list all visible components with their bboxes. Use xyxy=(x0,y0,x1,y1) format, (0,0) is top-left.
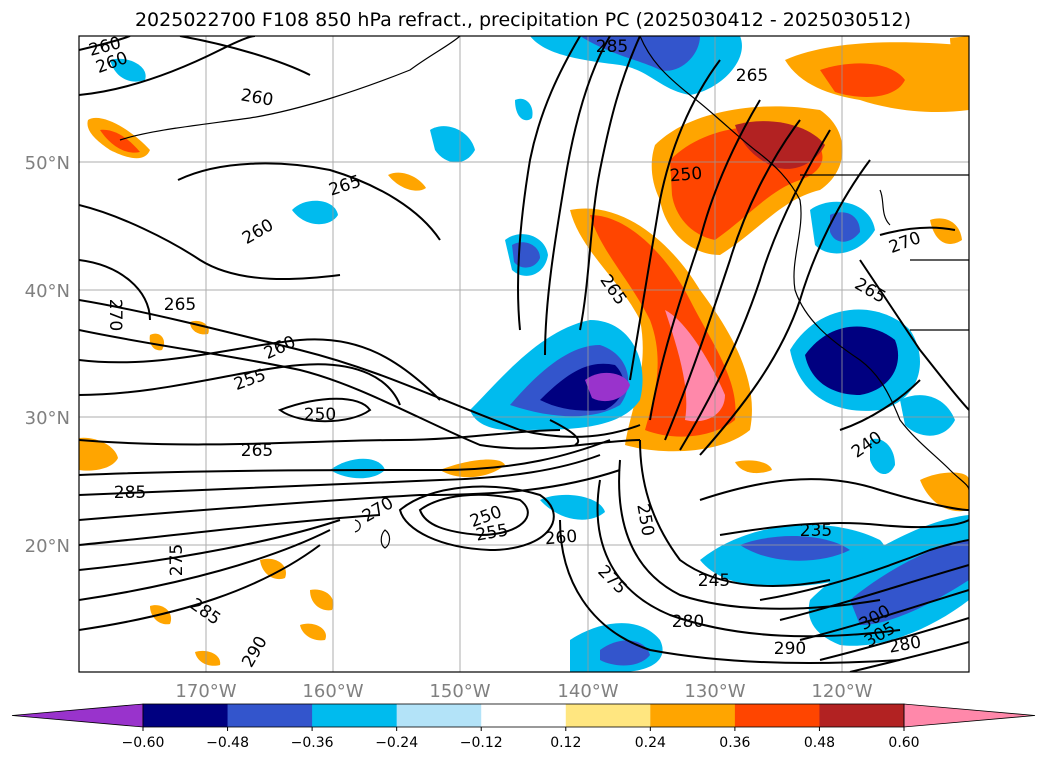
lon-label-140w: 140°W xyxy=(557,681,618,702)
positive-anomaly-max xyxy=(665,310,725,422)
colorbar-tick-label: 0.60 xyxy=(888,735,919,751)
lat-label-40n: 40°N xyxy=(25,281,70,302)
south-negative-1-core xyxy=(740,535,850,561)
colorbar-tick-label: −0.24 xyxy=(375,735,418,751)
colorbar-segment xyxy=(481,704,567,727)
contour-label: 265 xyxy=(241,441,273,461)
contour-label-text: 250 xyxy=(304,405,336,425)
contour-label: 265 xyxy=(736,66,768,86)
colorbar-tick-label: −0.60 xyxy=(122,735,165,751)
contour-label: 260 xyxy=(544,527,578,550)
contour-label-text: 235 xyxy=(800,521,832,541)
contour-label: 235 xyxy=(800,521,832,541)
coastlines xyxy=(119,36,969,549)
colorbar-tick-label: 0.24 xyxy=(635,735,666,751)
bc-anomaly-max xyxy=(735,121,825,169)
colorbar-segment xyxy=(143,704,229,727)
longitude-labels: 170°W 160°W 150°W 140°W 130°W 120°W xyxy=(175,681,872,702)
contour-label: 285 xyxy=(114,483,146,503)
contour-label-text: 250 xyxy=(669,164,703,187)
contour-label: 250 xyxy=(304,405,336,425)
lon-label-120w: 120°W xyxy=(811,681,872,702)
contour-label-text: 270 xyxy=(105,299,125,331)
colorbar-segment xyxy=(227,704,313,727)
precipitation-shading xyxy=(79,36,969,672)
colorbar-segment xyxy=(396,704,482,727)
contour-label-text: 285 xyxy=(596,37,628,57)
colorbar-segment xyxy=(312,704,398,727)
colorbar-segment xyxy=(565,704,651,727)
contour-label: 290 xyxy=(774,639,806,659)
baja-negative-core xyxy=(805,326,899,395)
lat-label-20n: 20°N xyxy=(25,536,70,557)
contour-label-text: 275 xyxy=(167,544,187,576)
colorbar: −0.60 −0.48 −0.36 −0.24 −0.12 0.12 0.24 0.36 0.4… xyxy=(11,703,1036,751)
contour-label: 285 xyxy=(596,37,628,57)
central-negative-max xyxy=(585,372,630,402)
lon-label-170w: 170°W xyxy=(175,681,236,702)
colorbar-extend-low xyxy=(11,703,144,728)
colorbar-tick-label: −0.12 xyxy=(460,735,503,751)
contour-label-text: 260 xyxy=(544,527,578,550)
contour-label: 270 xyxy=(105,299,125,331)
contour-label-text: 265 xyxy=(736,66,768,86)
colorbar-segment xyxy=(734,704,820,727)
contour-label: 275 xyxy=(167,544,187,576)
contour-label-text: 285 xyxy=(114,483,146,503)
contour-label: 265 xyxy=(164,295,196,315)
lon-label-130w: 130°W xyxy=(684,681,745,702)
gridlines xyxy=(79,36,969,672)
colorbar-tick-label: 0.36 xyxy=(719,735,750,751)
lon-label-150w: 150°W xyxy=(429,681,490,702)
contour-label-text: 280 xyxy=(672,612,704,632)
map-panel: 2602602602652602652702602552502652852752… xyxy=(78,33,970,673)
colorbar-extend-high xyxy=(903,703,1036,728)
colorbar-segment xyxy=(650,704,736,727)
latitude-labels: 50°N 40°N 30°N 20°N xyxy=(25,153,70,557)
colorbar-tick-label: 0.12 xyxy=(550,735,581,751)
colorbar-tick-label: 0.48 xyxy=(804,735,835,751)
contour-label: 250 xyxy=(669,164,703,187)
contour-label-text: 290 xyxy=(774,639,806,659)
colorbar-tick-label: −0.36 xyxy=(291,735,334,751)
map-title: 2025022700 F108 850 hPa refract., precip… xyxy=(135,9,911,31)
lon-label-160w: 160°W xyxy=(302,681,363,702)
contour-label-text: 265 xyxy=(164,295,196,315)
refractivity-contours xyxy=(79,36,969,672)
contour-label: 280 xyxy=(672,612,704,632)
ne-anomaly-core xyxy=(820,63,905,97)
lat-label-50n: 50°N xyxy=(25,153,70,174)
contour-label-text: 265 xyxy=(241,441,273,461)
contour-label-text: 245 xyxy=(698,571,730,591)
lat-label-30n: 30°N xyxy=(25,408,70,429)
alaska-negative-core xyxy=(580,36,700,71)
colorbar-segment xyxy=(819,704,905,727)
colorbar-tick-label: −0.48 xyxy=(206,735,249,751)
contour-label: 245 xyxy=(698,571,730,591)
south-negative-3-core xyxy=(600,640,650,666)
